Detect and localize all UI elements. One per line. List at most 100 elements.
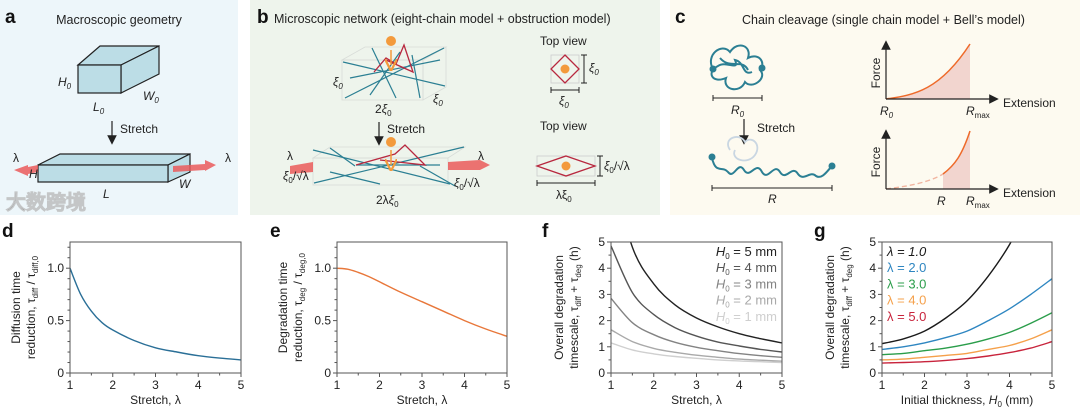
label-R: R: [768, 192, 777, 206]
label-R0: R0: [880, 104, 894, 120]
x-tick-label: 2: [109, 378, 116, 392]
label-Rmax: Rmax: [966, 194, 990, 210]
x-tick-label: 3: [419, 378, 426, 392]
y-axis-label-line1: Overall degradation: [552, 255, 566, 360]
legend-symbol: H: [716, 309, 726, 324]
y-tick-label: 1: [869, 340, 876, 354]
y-tick-label: 1.0: [314, 261, 331, 275]
legend-subscript: 0: [725, 268, 730, 277]
x-tick-label: 5: [779, 378, 786, 392]
legend-subscript: 0: [725, 252, 730, 261]
label-L0: L0: [93, 100, 105, 116]
legend-entry-0: H0 = 5 mm: [716, 244, 777, 261]
y-axis-label-subscript: deg,0: [298, 253, 307, 274]
y-tick-label: 3: [869, 287, 876, 301]
y-tick-label: 2: [598, 314, 605, 328]
label-xi0-height: ξ0: [333, 75, 343, 91]
y-axis-label-line2: timescale, τdiff + τdeg (h): [567, 246, 583, 368]
x-axis-label-text: Initial thickness,: [901, 393, 989, 407]
y-axis-label-line1: Degradation time: [276, 261, 290, 353]
series-line-0: [629, 242, 782, 344]
label-Rmax: Rmax: [966, 104, 990, 120]
top-view-label: Top view: [540, 119, 587, 133]
pull-arrow-right-icon: [173, 160, 216, 172]
panel-label: b: [257, 7, 269, 28]
initial-block: [76, 45, 160, 94]
label-W: W: [179, 177, 192, 191]
x-tick-label: 1: [334, 378, 341, 392]
legend-text: = 5 mm: [730, 244, 777, 259]
y-tick-label: 4: [869, 261, 876, 275]
panel-b: b Microscopic network (eight-chain model…: [250, 0, 660, 215]
label-H: H: [29, 167, 38, 181]
stretched-chain-icon: [708, 136, 836, 178]
y-tick-label: 0.5: [47, 314, 64, 328]
y-axis-label-subscript: diff: [31, 287, 40, 298]
force-axis-label: Force: [869, 146, 883, 177]
x-axis-label-unit: (mm): [1002, 393, 1033, 407]
top-view-label: Top view: [540, 34, 587, 48]
y-tick-label: 3: [598, 287, 605, 301]
label-L: L: [103, 187, 110, 201]
legend-entry-3: λ = 4.0: [887, 293, 926, 308]
panel-c-background: [670, 0, 1080, 215]
charts: 1 2 3 4 5 0 0.5 1.0 Stretch, λ Diffusion time redu…: [9, 235, 1056, 409]
particle-icon: [386, 36, 396, 46]
y-tick-label: 0: [324, 366, 331, 380]
top-view-unstretched: [550, 54, 587, 93]
series-line-4: [611, 342, 782, 364]
label-2lambda-xi0: 2λξ0: [376, 193, 399, 209]
lambda-left: λ: [287, 149, 293, 163]
y-axis-label-text: / τ: [24, 273, 38, 288]
label-R: R: [937, 194, 946, 208]
y-axis-label-line2: timescale, τdiff + τdeg (h): [838, 246, 854, 368]
x-tick-label: 1: [67, 378, 74, 392]
panel-title: Microscopic network (eight-chain model +…: [274, 12, 611, 26]
y-axis-label-text: / τ: [291, 273, 305, 288]
label-lambda-xi0: λξ0: [556, 188, 572, 204]
x-tick-label: 3: [693, 378, 700, 392]
x-axis-label: Stretch, λ: [130, 393, 181, 407]
x-axis-label-subscript: 0: [997, 400, 1002, 409]
legend-entry-4: H0 = 1 mm: [716, 309, 777, 326]
panel-label-d: d: [2, 221, 14, 242]
y-axis-label-subscript: deg: [574, 264, 583, 277]
y-axis-label-text: + τ: [838, 277, 852, 296]
panel-title: Chain cleavage (single chain model + Bel…: [742, 13, 1025, 27]
y-axis-label-subscript: diff: [574, 295, 583, 306]
y-tick-label: 5: [598, 235, 605, 249]
legend-text: = 2 mm: [730, 293, 777, 308]
panel-title: Macroscopic geometry: [56, 13, 182, 27]
y-axis-label-subscript: deg: [845, 264, 854, 277]
x-tick-label: 2: [921, 378, 928, 392]
label-xi0-bottom: ξ0: [559, 94, 569, 110]
pull-arrow-left-icon: [14, 165, 38, 176]
panel-label-e: e: [270, 221, 281, 242]
series-line-1: [611, 245, 782, 353]
y-axis-label-subscript: deg: [298, 288, 307, 301]
x-axis-label: Stretch, λ: [671, 393, 722, 407]
legend-entry-2: λ = 3.0: [887, 276, 926, 291]
y-axis-label-text: reduction, τ: [24, 298, 38, 359]
series-line-3: [611, 329, 782, 362]
x-axis-label-symbol: H: [989, 393, 998, 407]
label-xi0-sqrt-right: ξ0/√λ: [454, 176, 480, 192]
panel-a: a Macroscopic geometry H0 W0 L0 Stretch …: [0, 0, 238, 215]
label-W0: W0: [143, 89, 159, 105]
y-axis-label-subscript: diff: [845, 295, 854, 306]
force-extension-plot-bottom: [881, 129, 999, 194]
y-axis-label-line1: Diffusion time: [9, 271, 23, 344]
label-xi0-sqrt-top: ξ0/√λ: [604, 159, 630, 175]
panel-label-g: g: [814, 221, 826, 242]
series-line-1: [882, 278, 1052, 351]
y-axis-label-line1: Overall degradation: [823, 255, 837, 360]
panel-label: c: [675, 7, 686, 28]
x-axis-label: Stretch, λ: [397, 393, 448, 407]
R-scalebar: [711, 185, 833, 191]
x-tick-label: 1: [608, 378, 615, 392]
lambda-right: λ: [225, 151, 231, 165]
series-line-2: [611, 297, 782, 358]
series-line-0: [882, 242, 1012, 345]
